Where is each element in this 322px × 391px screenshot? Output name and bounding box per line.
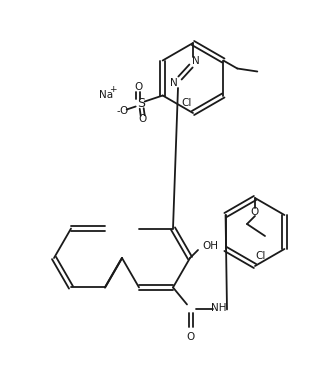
Text: Na: Na bbox=[99, 90, 113, 100]
Text: Cl: Cl bbox=[256, 251, 266, 261]
Text: O: O bbox=[251, 207, 259, 217]
Text: N: N bbox=[170, 78, 178, 88]
Text: +: + bbox=[109, 85, 117, 94]
Text: O: O bbox=[187, 332, 195, 343]
Text: N: N bbox=[192, 56, 200, 66]
Text: O: O bbox=[138, 115, 147, 124]
Text: Cl: Cl bbox=[182, 98, 192, 108]
Text: -O: -O bbox=[117, 106, 129, 117]
Text: S: S bbox=[137, 97, 145, 110]
Text: O: O bbox=[135, 83, 143, 93]
Text: NH: NH bbox=[211, 303, 227, 314]
Text: OH: OH bbox=[202, 241, 218, 251]
